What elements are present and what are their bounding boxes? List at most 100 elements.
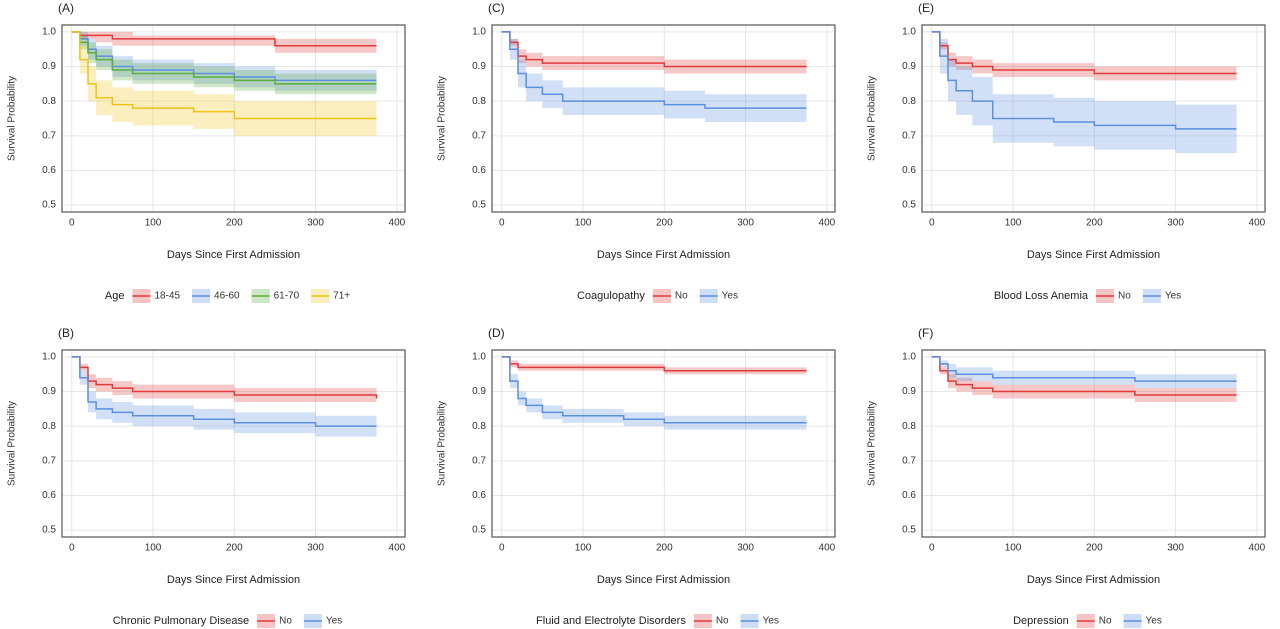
y-tick-label: 0.6 (902, 490, 916, 501)
x-tick-label: 0 (69, 543, 75, 554)
y-axis-label: Survival Probability (867, 76, 878, 161)
y-tick-label: 0.7 (902, 130, 916, 141)
x-tick-label: 300 (737, 218, 754, 229)
y-tick-label: 0.6 (42, 490, 56, 501)
panel: 0.5 0.6 0.7 0.8 0.9 1.0 0 100 200 300 400 (E) Days S… (867, 1, 1266, 303)
x-axis-label: Days Since First Admission (597, 249, 730, 261)
panel: 0.5 0.6 0.7 0.8 0.9 1.0 0 100 200 300 400 (A) Days S… (7, 1, 406, 303)
confidence-band (501, 356, 807, 375)
confidence-band (501, 356, 807, 430)
survival-line (931, 356, 1237, 396)
y-tick-label: 0.9 (902, 61, 916, 72)
y-tick-label: 0.8 (42, 421, 56, 432)
legend-label: 18-45 (154, 291, 180, 302)
x-tick-label: 100 (145, 218, 162, 229)
survival-line (501, 31, 807, 109)
survival-line (501, 356, 807, 424)
y-tick-label: 0.7 (42, 130, 56, 141)
x-axis-label: Days Since First Admission (167, 574, 300, 586)
confidence-band (71, 31, 377, 53)
legend-label: Yes (763, 616, 779, 627)
legend-label: 71+ (333, 291, 350, 302)
x-tick-label: 300 (307, 218, 324, 229)
survival-line (71, 31, 377, 120)
legend-label: No (716, 616, 729, 627)
y-tick-label: 0.9 (472, 61, 486, 72)
plot-background (492, 350, 835, 537)
y-tick-label: 1.0 (902, 352, 916, 363)
x-tick-label: 0 (929, 218, 935, 229)
legend-label: Yes (1146, 616, 1162, 627)
confidence-band (71, 356, 377, 406)
confidence-band (71, 356, 377, 437)
x-tick-label: 100 (1005, 218, 1022, 229)
x-tick-label: 0 (929, 543, 935, 554)
confidence-band (71, 31, 377, 91)
legend-label: No (1118, 291, 1131, 302)
legend-label: 61-70 (274, 291, 300, 302)
y-tick-label: 0.5 (472, 200, 486, 211)
legend-label: 46-60 (214, 291, 240, 302)
legend-label: No (1099, 616, 1112, 627)
panel-title: (D) (488, 326, 505, 340)
y-tick-label: 0.8 (472, 96, 486, 107)
x-axis-label: Days Since First Admission (167, 249, 300, 261)
plot-border (921, 24, 1266, 213)
x-tick-label: 0 (69, 218, 75, 229)
plot-border (61, 24, 406, 213)
y-tick-label: 0.8 (902, 421, 916, 432)
legend-title: Depression (1013, 615, 1069, 627)
x-tick-label: 400 (389, 218, 406, 229)
x-tick-label: 200 (1086, 218, 1103, 229)
x-tick-label: 400 (389, 543, 406, 554)
x-tick-label: 100 (1005, 543, 1022, 554)
legend-label: Yes (1165, 291, 1181, 302)
survival-line (71, 356, 378, 399)
panel-title: (F) (918, 326, 933, 340)
y-tick-label: 0.7 (472, 455, 486, 466)
y-tick-label: 0.7 (472, 130, 486, 141)
y-tick-label: 0.9 (42, 61, 56, 72)
survival-line (501, 31, 807, 68)
x-tick-label: 300 (737, 543, 754, 554)
x-tick-label: 300 (1167, 543, 1184, 554)
x-tick-label: 100 (575, 218, 592, 229)
x-tick-label: 200 (226, 218, 243, 229)
y-tick-label: 0.9 (902, 386, 916, 397)
x-tick-label: 200 (656, 543, 673, 554)
survival-line (71, 356, 377, 427)
survival-line (931, 31, 1237, 130)
plot-border (491, 24, 836, 213)
x-tick-label: 100 (145, 543, 162, 554)
y-axis-label: Survival Probability (7, 401, 18, 486)
legend-label: Yes (722, 291, 738, 302)
panel-title: (E) (918, 1, 934, 15)
legend-title: Chronic Pulmonary Disease (113, 615, 249, 627)
legend-title: Fluid and Electrolyte Disorders (536, 615, 686, 627)
survival-line (501, 356, 807, 372)
y-tick-label: 0.6 (902, 165, 916, 176)
plot-background (492, 25, 835, 212)
confidence-band (501, 31, 807, 122)
legend-label: No (279, 616, 292, 627)
x-tick-label: 200 (1086, 543, 1103, 554)
confidence-band (71, 31, 377, 136)
x-tick-label: 300 (307, 543, 324, 554)
panel-title: (C) (488, 1, 505, 15)
confidence-band (931, 356, 1237, 389)
confidence-band (71, 31, 377, 95)
survival-line (71, 31, 377, 47)
confidence-band (931, 31, 1237, 154)
legend-title: Coagulopathy (577, 290, 645, 302)
survival-line (931, 31, 1237, 75)
y-tick-label: 0.5 (472, 525, 486, 536)
y-tick-label: 0.6 (472, 490, 486, 501)
y-tick-label: 0.8 (902, 96, 916, 107)
legend-label: Yes (326, 616, 342, 627)
survival-line (71, 31, 377, 85)
y-tick-label: 0.7 (902, 455, 916, 466)
y-tick-label: 0.5 (42, 525, 56, 536)
x-tick-label: 400 (1249, 218, 1266, 229)
legend-title: Blood Loss Anemia (994, 290, 1089, 302)
